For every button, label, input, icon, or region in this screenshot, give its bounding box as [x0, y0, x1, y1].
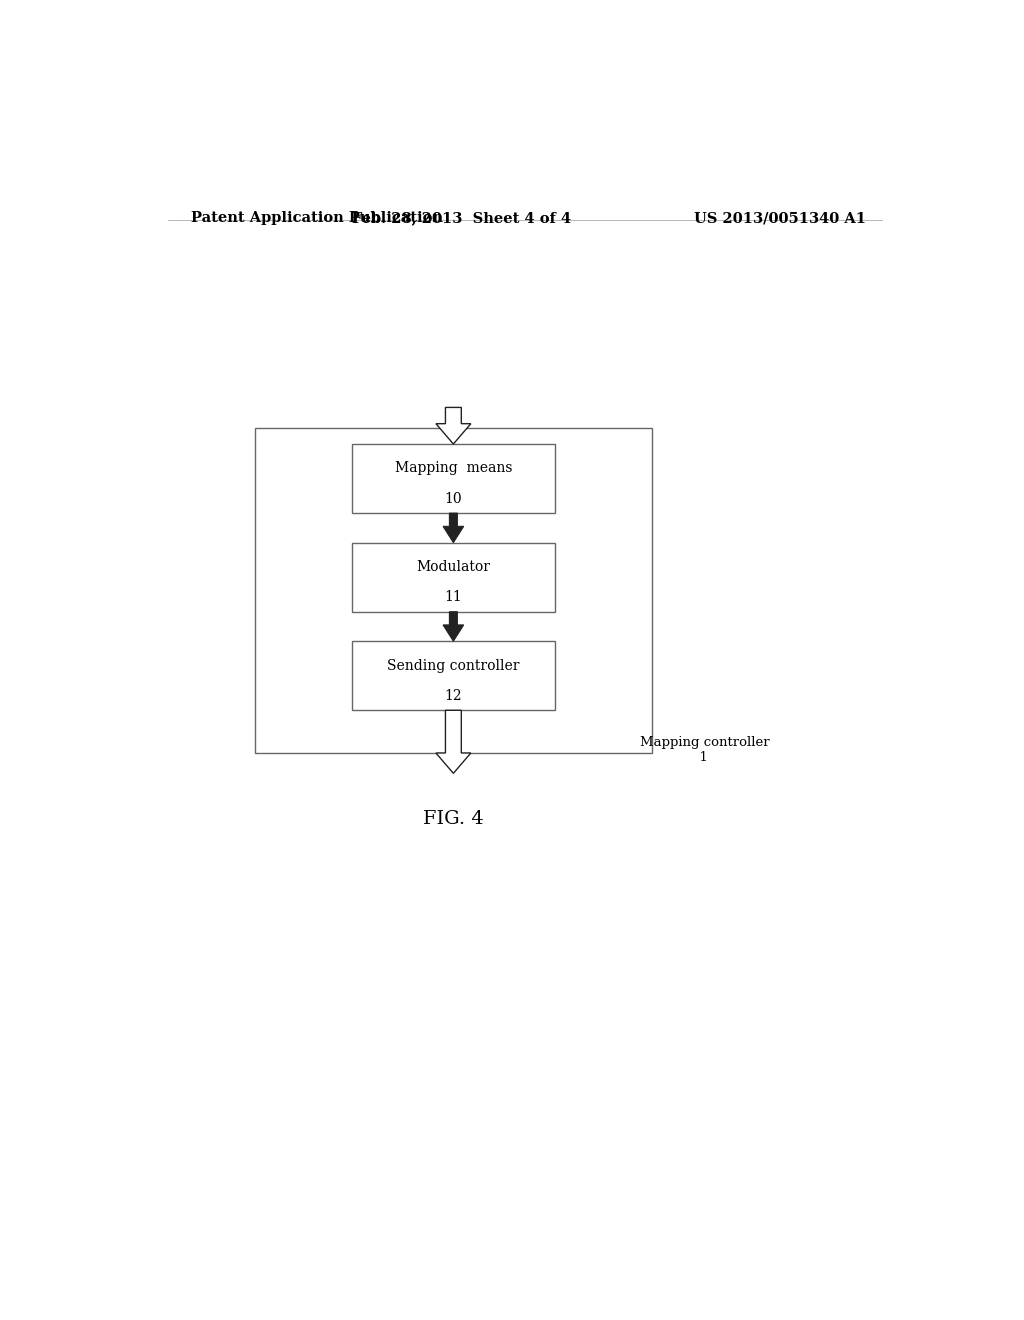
Polygon shape	[436, 710, 471, 774]
Text: 10: 10	[444, 492, 462, 506]
Text: FIG. 4: FIG. 4	[423, 810, 483, 828]
Bar	[352, 543, 555, 611]
Bar	[352, 642, 555, 710]
Text: US 2013/0051340 A1: US 2013/0051340 A1	[694, 211, 866, 226]
Text: 11: 11	[444, 590, 462, 605]
Bar	[352, 444, 555, 513]
Polygon shape	[443, 611, 464, 642]
Polygon shape	[436, 408, 471, 444]
Text: Sending controller: Sending controller	[387, 659, 519, 673]
Text: Mapping controller
              1: Mapping controller 1	[640, 735, 769, 764]
Text: Modulator: Modulator	[417, 560, 490, 574]
Text: 12: 12	[444, 689, 462, 704]
Text: Mapping  means: Mapping means	[394, 462, 512, 475]
Bar	[255, 428, 652, 752]
Text: Patent Application Publication: Patent Application Publication	[191, 211, 443, 226]
Polygon shape	[443, 513, 464, 543]
Text: Feb. 28, 2013  Sheet 4 of 4: Feb. 28, 2013 Sheet 4 of 4	[352, 211, 570, 226]
